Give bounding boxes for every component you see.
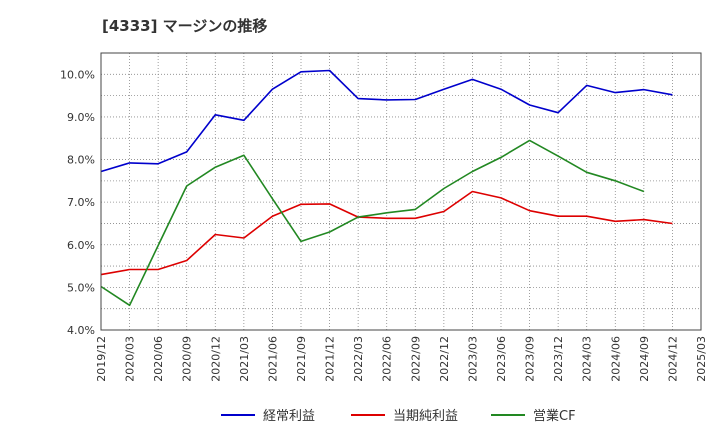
x-tick-label: 2021/06 — [266, 336, 279, 382]
x-tick-label: 2022/03 — [352, 336, 365, 382]
series-line-1 — [100, 190, 673, 276]
x-tick-label: 2019/12 — [95, 336, 108, 382]
y-tick-label: 5.0% — [67, 281, 95, 294]
x-tick-label: 2024/12 — [666, 336, 679, 382]
x-tick-label: 2021/12 — [324, 336, 337, 382]
y-tick-label: 10.0% — [60, 68, 95, 81]
x-tick-label: 2021/03 — [238, 336, 251, 382]
x-tick-label: 2022/09 — [409, 336, 422, 382]
y-tick-label: 7.0% — [67, 196, 95, 209]
legend: 経常利益 当期純利益 営業CF — [221, 408, 576, 424]
x-tick-label: 2020/09 — [181, 336, 194, 382]
series-line-2 — [100, 139, 645, 307]
x-tick-label: 2023/06 — [495, 336, 508, 382]
x-tick-label: 2022/06 — [381, 336, 394, 382]
grid — [100, 52, 702, 331]
x-tick-label: 2024/09 — [638, 336, 651, 382]
legend-label-1: 当期純利益 — [393, 409, 458, 424]
y-tick-label: 4.0% — [67, 324, 95, 337]
legend-label-0: 経常利益 — [263, 409, 315, 424]
x-axis: 2019/12 2020/03 2020/06 2020/09 2020/12 2021/… — [95, 336, 708, 382]
y-tick-label: 6.0% — [67, 239, 95, 252]
x-tick-label: 2020/12 — [209, 336, 222, 382]
y-axis: 4.0% 5.0% 6.0% 7.0% 8.0% 9.0% 10.0% — [60, 68, 95, 337]
legend-label-2: 営業CF — [533, 408, 576, 424]
x-tick-label: 2020/06 — [152, 336, 165, 382]
x-tick-label: 2020/03 — [124, 336, 137, 382]
series-line-0 — [100, 69, 673, 173]
x-tick-label: 2021/09 — [295, 336, 308, 382]
plot-background — [101, 53, 701, 330]
x-tick-label: 2025/03 — [695, 336, 708, 382]
x-tick-label: 2023/09 — [524, 336, 537, 382]
x-tick-label: 2024/03 — [581, 336, 594, 382]
x-tick-label: 2023/12 — [552, 336, 565, 382]
y-tick-label: 9.0% — [67, 111, 95, 124]
chart-title: [4333] マージンの推移 — [102, 17, 267, 35]
plot-area-frame — [100, 52, 702, 331]
x-tick-label: 2022/12 — [438, 336, 451, 382]
series-lines — [100, 69, 673, 307]
y-tick-label: 8.0% — [67, 154, 95, 167]
x-tick-label: 2023/03 — [466, 336, 479, 382]
x-tick-label: 2024/06 — [609, 336, 622, 382]
